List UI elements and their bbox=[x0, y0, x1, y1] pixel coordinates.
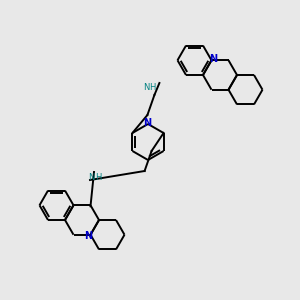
Text: N: N bbox=[88, 172, 94, 182]
Text: N: N bbox=[209, 54, 217, 64]
Text: H: H bbox=[95, 172, 101, 182]
Text: N: N bbox=[143, 118, 151, 128]
Text: H: H bbox=[149, 83, 156, 92]
Text: N: N bbox=[143, 83, 150, 92]
Text: N: N bbox=[84, 231, 93, 241]
